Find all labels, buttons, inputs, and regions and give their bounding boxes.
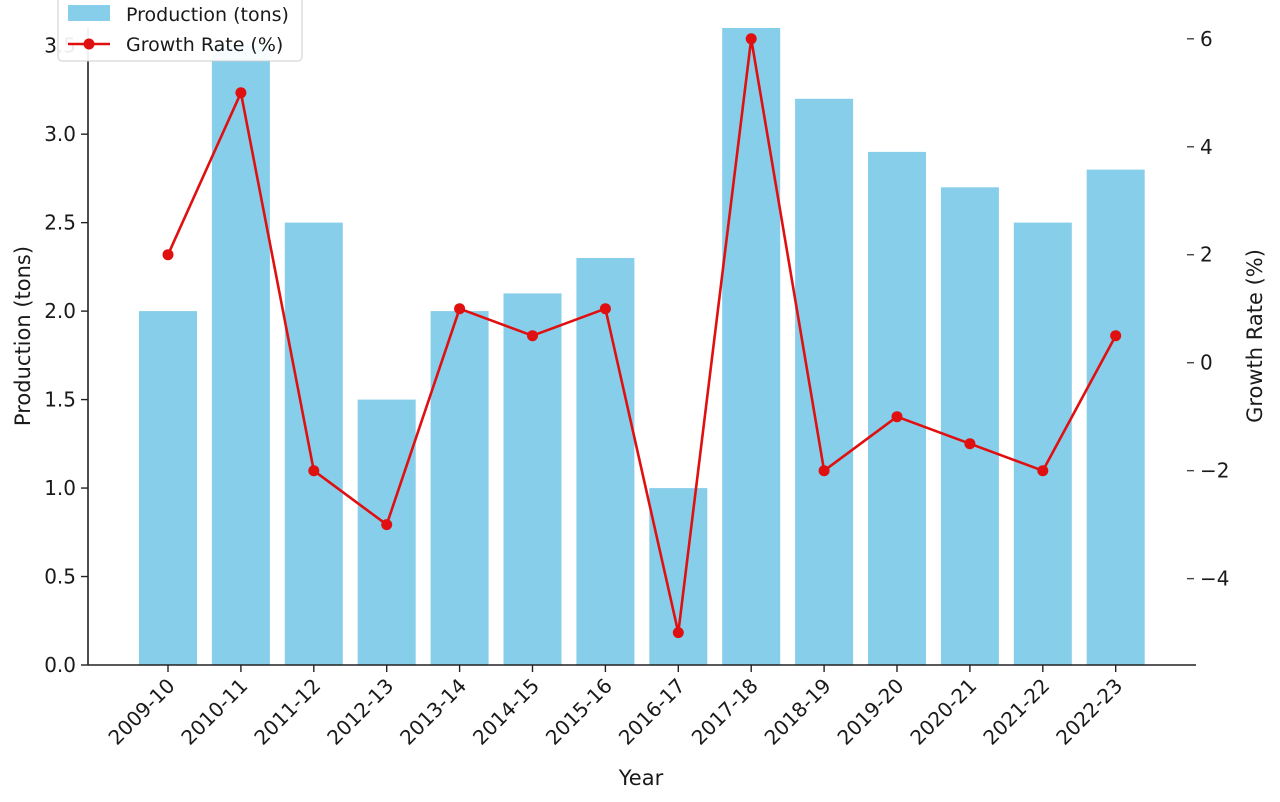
x-tick-label-6: 2015-16: [541, 674, 617, 750]
x-tick-label-9: 2018-19: [760, 674, 836, 750]
growth-point-2012-13: [381, 519, 393, 531]
legend: Production (tons) Growth Rate (%): [57, 0, 303, 62]
growth-point-2018-19: [818, 465, 830, 477]
bar-2012-13: [357, 399, 416, 665]
growth-rate-line: [166, 37, 1117, 634]
bar-2020-21: [940, 187, 999, 666]
x-tick-label-12: 2021-22: [978, 674, 1054, 750]
x-tick-label-0: 2009-10: [103, 674, 179, 750]
y-tick-label-5: 2.5: [44, 211, 76, 235]
bar-2015-16: [576, 258, 635, 665]
bar-2014-15: [503, 293, 562, 665]
bar-2009-10: [139, 311, 197, 665]
growth-point-2009-10: [162, 249, 174, 261]
x-ticks: 2009-102010-112011-122012-132013-142014-…: [103, 665, 1127, 750]
y-tick-label-1: 0.5: [44, 565, 76, 589]
growth-point-2011-12: [308, 465, 320, 477]
bar-2022-23: [1086, 169, 1145, 665]
x-axis-title: Year: [618, 766, 664, 790]
x-tick-label-7: 2016-17: [614, 674, 690, 750]
y2-tick-label-4: 4: [1200, 135, 1213, 159]
growth-point-2017-18: [745, 33, 757, 45]
x-tick-label-3: 2012-13: [322, 674, 398, 750]
x-tick-label-5: 2014-15: [468, 674, 544, 750]
bar-2018-19: [795, 98, 854, 666]
left-y-ticks: 0.00.51.01.52.02.53.03.5: [44, 34, 88, 677]
y2-tick-label-1: −2: [1200, 459, 1229, 483]
x-tick-label-4: 2013-14: [395, 674, 471, 750]
bar-2011-12: [284, 222, 343, 665]
growth-point-2021-22: [1037, 465, 1049, 477]
y2-tick-label-5: 6: [1200, 27, 1213, 51]
y-tick-label-6: 3.0: [44, 122, 76, 146]
growth-point-2019-20: [891, 411, 903, 423]
y-tick-label-4: 2.0: [44, 299, 76, 323]
x-tick-label-2: 2011-12: [249, 674, 325, 750]
y2-tick-label-2: 0: [1200, 351, 1213, 375]
x-tick-label-11: 2020-21: [905, 674, 981, 750]
growth-point-2016-17: [672, 627, 684, 639]
right-y-ticks: −4 −2 0 2 4 6: [1187, 27, 1229, 591]
legend-box: [57, 0, 303, 62]
legend-swatch-growth-marker: [83, 38, 95, 50]
x-tick-label-8: 2017-18: [687, 674, 763, 750]
y2-tick-label-0: −4: [1200, 567, 1229, 591]
growth-point-2013-14: [454, 303, 466, 315]
y-tick-label-2: 1.0: [44, 476, 76, 500]
growth-point-2022-23: [1110, 330, 1122, 342]
legend-swatch-production: [68, 5, 110, 21]
growth-point-2020-21: [964, 438, 976, 450]
bar-2021-22: [1013, 222, 1072, 665]
legend-label-production: Production (tons): [126, 4, 289, 26]
y-tick-label-3: 1.5: [44, 388, 76, 412]
y-axis-title: Production (tons): [11, 246, 35, 426]
x-tick-label-10: 2019-20: [832, 674, 908, 750]
bar-2013-14: [430, 311, 489, 665]
bar-2017-18: [722, 28, 781, 665]
growth-point-2014-15: [527, 330, 538, 342]
bar-2010-11: [211, 45, 270, 665]
growth-point-2010-11: [235, 87, 247, 99]
bar-2019-20: [868, 151, 926, 665]
y-tick-label-0: 0.0: [44, 653, 76, 677]
x-tick-label-1: 2010-11: [176, 674, 252, 750]
growth-point-2015-16: [599, 303, 611, 315]
legend-label-growth: Growth Rate (%): [126, 34, 283, 56]
growth-line-layer: [162, 33, 1122, 639]
y2-axis-title: Growth Rate (%): [1243, 249, 1267, 423]
bar-2016-17: [649, 488, 708, 665]
x-tick-label-13: 2022-23: [1051, 674, 1127, 750]
y2-tick-label-3: 2: [1200, 243, 1213, 267]
